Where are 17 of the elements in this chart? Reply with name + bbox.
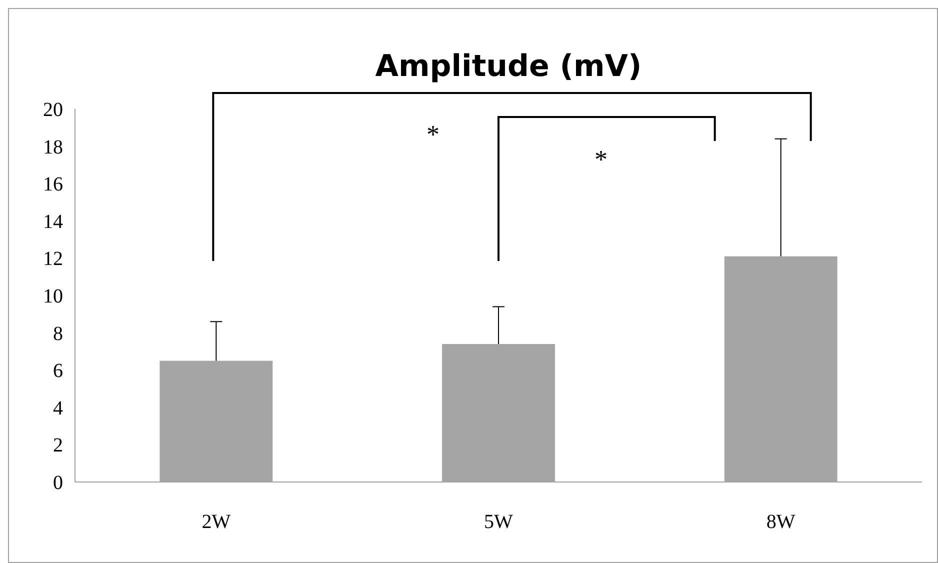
y-tick-label: 6 — [53, 360, 63, 382]
y-tick-label: 20 — [43, 99, 63, 121]
annotation: * — [426, 120, 440, 150]
y-tick-label: 14 — [43, 210, 63, 233]
annotation: * — [594, 145, 608, 174]
x-tick-label: 5W — [484, 511, 514, 533]
y-tick-label: 16 — [43, 174, 63, 196]
chart-title: Amplitude (mV) — [375, 49, 642, 84]
x-tick-label: 8W — [766, 511, 796, 533]
y-tick-label: 10 — [43, 286, 63, 308]
x-tick-label: 2W — [202, 511, 231, 533]
y-tick-label: 18 — [43, 136, 63, 158]
y-tick-label: 12 — [43, 248, 63, 270]
y-tick-label: 8 — [53, 322, 63, 345]
y-tick-label: 0 — [53, 472, 63, 494]
y-tick-label: 2 — [53, 434, 63, 457]
y-tick-label: 4 — [53, 397, 63, 420]
